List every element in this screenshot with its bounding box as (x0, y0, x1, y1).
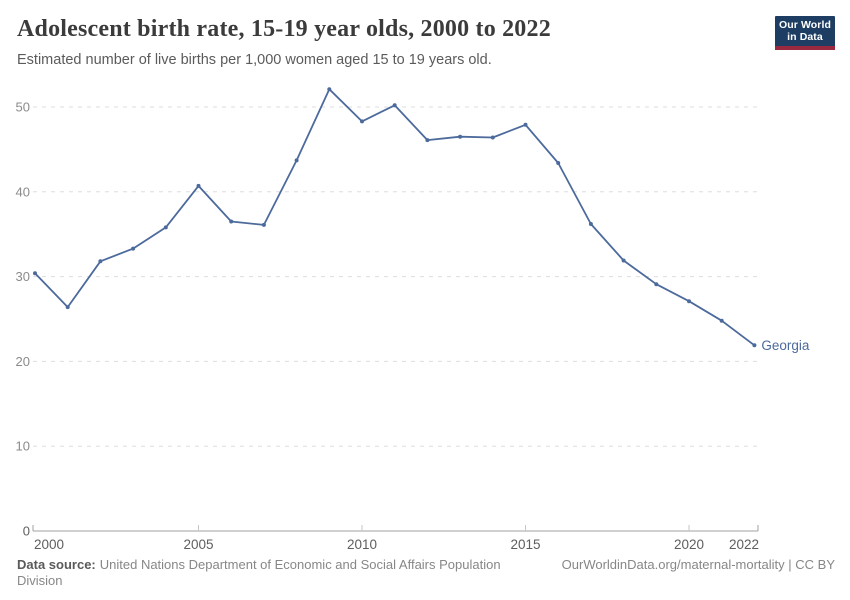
y-tick-label: 40 (16, 184, 30, 199)
data-point (621, 258, 626, 263)
x-tick-label: 2000 (34, 537, 64, 552)
data-point (752, 343, 757, 348)
owid-logo-line2: in Data (787, 31, 823, 43)
data-point (261, 222, 266, 227)
owid-logo-line1: Our World (778, 19, 832, 31)
data-point (458, 134, 463, 139)
chart-footer: Data source: United Nations Department of… (17, 557, 835, 589)
page-title: Adolescent birth rate, 15-19 year olds, … (17, 16, 551, 42)
data-point (360, 119, 364, 124)
data-point (654, 282, 659, 287)
data-source-label: Data source: (17, 557, 96, 572)
series-line (34, 88, 756, 347)
data-source-text: United Nations Department of Economic an… (17, 557, 501, 588)
y-tick-label: 30 (16, 269, 30, 284)
data-point (327, 87, 332, 92)
x-tick-label: 2020 (674, 537, 704, 552)
y-tick-label: 50 (16, 100, 30, 115)
data-point (523, 122, 528, 127)
x-tick-label: 2010 (347, 537, 377, 552)
data-point (588, 222, 593, 226)
owid-logo-accent-bar (775, 46, 835, 50)
y-tick-label: 0 (23, 524, 30, 539)
data-point (719, 318, 724, 323)
data-point (33, 271, 37, 276)
owid-logo-box: Our World in Data (775, 16, 835, 46)
x-tick-label: 2005 (183, 537, 213, 552)
y-tick-label: 10 (16, 439, 30, 454)
line-chart-plot-area[interactable]: 0 10 20 30 40 50 2000 2005 2010 2015 2020 2022 Georg… (0, 80, 850, 555)
data-point (687, 299, 691, 304)
chart-subtitle: Estimated number of live births per 1,00… (17, 52, 492, 68)
credit-link[interactable]: OurWorldinData.org/maternal-mortality | … (561, 557, 835, 572)
x-tick-label: 2015 (510, 537, 540, 552)
data-point (196, 183, 201, 188)
data-point (65, 305, 70, 310)
data-point (131, 246, 136, 251)
data-point (294, 158, 299, 163)
data-point (98, 259, 103, 264)
owid-logo[interactable]: Our World in Data (775, 16, 835, 50)
data-source: Data source: United Nations Department of… (17, 557, 542, 589)
data-point (425, 138, 430, 143)
y-tick-label: 20 (16, 354, 30, 369)
data-point (556, 161, 561, 165)
data-point (163, 225, 168, 230)
data-point (229, 219, 234, 224)
series-end-label: Georgia (761, 338, 810, 353)
data-point (392, 103, 397, 108)
data-point (490, 135, 495, 140)
x-tick-label: 2022 (729, 537, 759, 552)
